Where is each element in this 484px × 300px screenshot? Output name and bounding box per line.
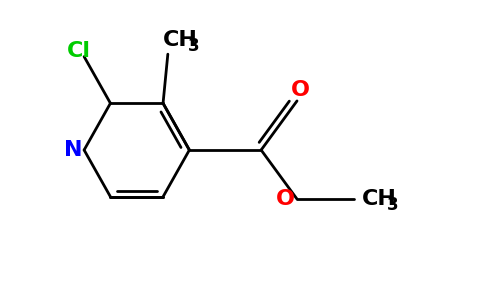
Text: O: O: [275, 189, 295, 209]
Text: CH: CH: [163, 30, 198, 50]
Text: 3: 3: [188, 37, 199, 55]
Text: CH: CH: [362, 189, 396, 209]
Text: N: N: [64, 140, 83, 160]
Text: O: O: [291, 80, 310, 100]
Text: Cl: Cl: [67, 41, 91, 61]
Text: 3: 3: [387, 196, 399, 214]
